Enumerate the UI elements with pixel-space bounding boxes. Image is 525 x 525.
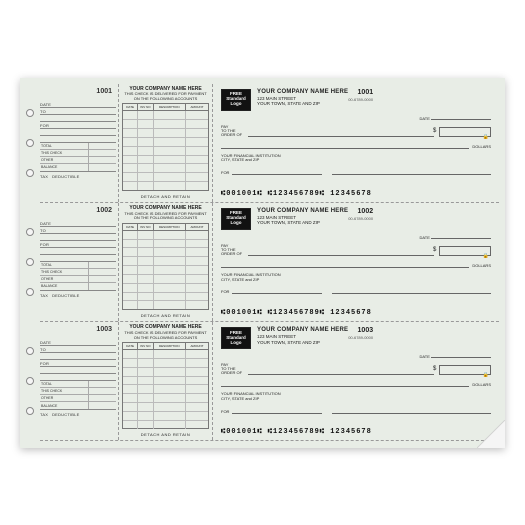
check-sheet: 1001 DATE TO FOR TOTAL THIS CHECK OTHER … <box>20 78 505 448</box>
memo-field[interactable] <box>232 408 322 414</box>
company-block: YOUR COMPANY NAME HERE 123 MAIN STREET Y… <box>257 89 348 111</box>
lock-icon: 🔒 <box>483 372 489 378</box>
routing-small: 00-6789-0000 <box>348 97 373 102</box>
date-field[interactable] <box>431 114 491 120</box>
binder-holes <box>26 84 38 202</box>
payee-field[interactable] <box>248 129 434 137</box>
amount-written-field[interactable]: 🔒 <box>221 379 491 387</box>
memo-field[interactable] <box>232 169 322 175</box>
signature-field[interactable] <box>332 169 491 175</box>
signature-field[interactable] <box>332 288 491 294</box>
check-face: FREEStandardLogo YOUR COMPANY NAME HERE1… <box>213 322 499 440</box>
check-stub: 1002 DATE TO FOR TOTAL THIS CHECK OTHER … <box>40 203 118 321</box>
bank-block: YOUR FINANCIAL INSTITUTION CITY, STATE a… <box>221 154 491 164</box>
logo-placeholder: FREEStandardLogo <box>221 208 251 230</box>
signature-field[interactable] <box>332 408 491 414</box>
page-curl-icon <box>477 420 505 448</box>
memo-field[interactable] <box>232 288 322 294</box>
check-row: 1001 DATE TO FOR TOTAL THIS CHECK OTHER … <box>40 84 499 203</box>
lock-icon: 🔒 <box>483 134 489 140</box>
logo-placeholder: FREEStandardLogo <box>221 89 251 111</box>
logo-placeholder: FREEStandardLogo <box>221 327 251 349</box>
amount-written-field[interactable]: 🔒 <box>221 141 491 149</box>
payee-field[interactable] <box>248 248 434 256</box>
voucher-table: DATE INV NO DESCRIPTION AMOUNT <box>122 103 209 190</box>
voucher-stub: YOUR COMPANY NAME HERE THIS CHECK IS DEL… <box>118 203 213 321</box>
detach-label: DETACH AND RETAIN <box>122 194 209 199</box>
check-stub: 1001 DATE TO FOR TOTAL THIS CHECK OTHER … <box>40 84 118 202</box>
check-number: 1001 <box>348 89 373 96</box>
payee-field[interactable] <box>248 367 434 375</box>
micr-line: ⑆001001⑆ ⑆123456789⑆ 12345678 <box>221 187 491 198</box>
check-row: 1003 DATE TO FOR TOTAL THIS CHECK OTHER … <box>40 322 499 441</box>
voucher-stub: YOUR COMPANY NAME HERE THIS CHECK IS DEL… <box>118 322 213 440</box>
stub-number: 1003 <box>40 326 116 333</box>
check-face: FREEStandardLogo YOUR COMPANY NAME HERE … <box>213 84 499 202</box>
check-face: FREEStandardLogo YOUR COMPANY NAME HERE1… <box>213 203 499 321</box>
pay-to-label: PAYTO THEORDER OF <box>221 125 245 137</box>
date-field[interactable] <box>431 352 491 358</box>
voucher-stub: YOUR COMPANY NAME HERE THIS CHECK IS DEL… <box>118 84 213 202</box>
amount-written-field[interactable]: 🔒 <box>221 260 491 268</box>
stub-number: 1002 <box>40 207 116 214</box>
binder-holes <box>26 203 38 321</box>
binder-holes <box>26 322 38 440</box>
check-stub: 1003 DATE TO FOR TOTAL THIS CHECK OTHER … <box>40 322 118 440</box>
lock-icon: 🔒 <box>483 253 489 259</box>
stub-number: 1001 <box>40 88 116 95</box>
date-field[interactable] <box>431 233 491 239</box>
check-row: 1002 DATE TO FOR TOTAL THIS CHECK OTHER … <box>40 203 499 322</box>
